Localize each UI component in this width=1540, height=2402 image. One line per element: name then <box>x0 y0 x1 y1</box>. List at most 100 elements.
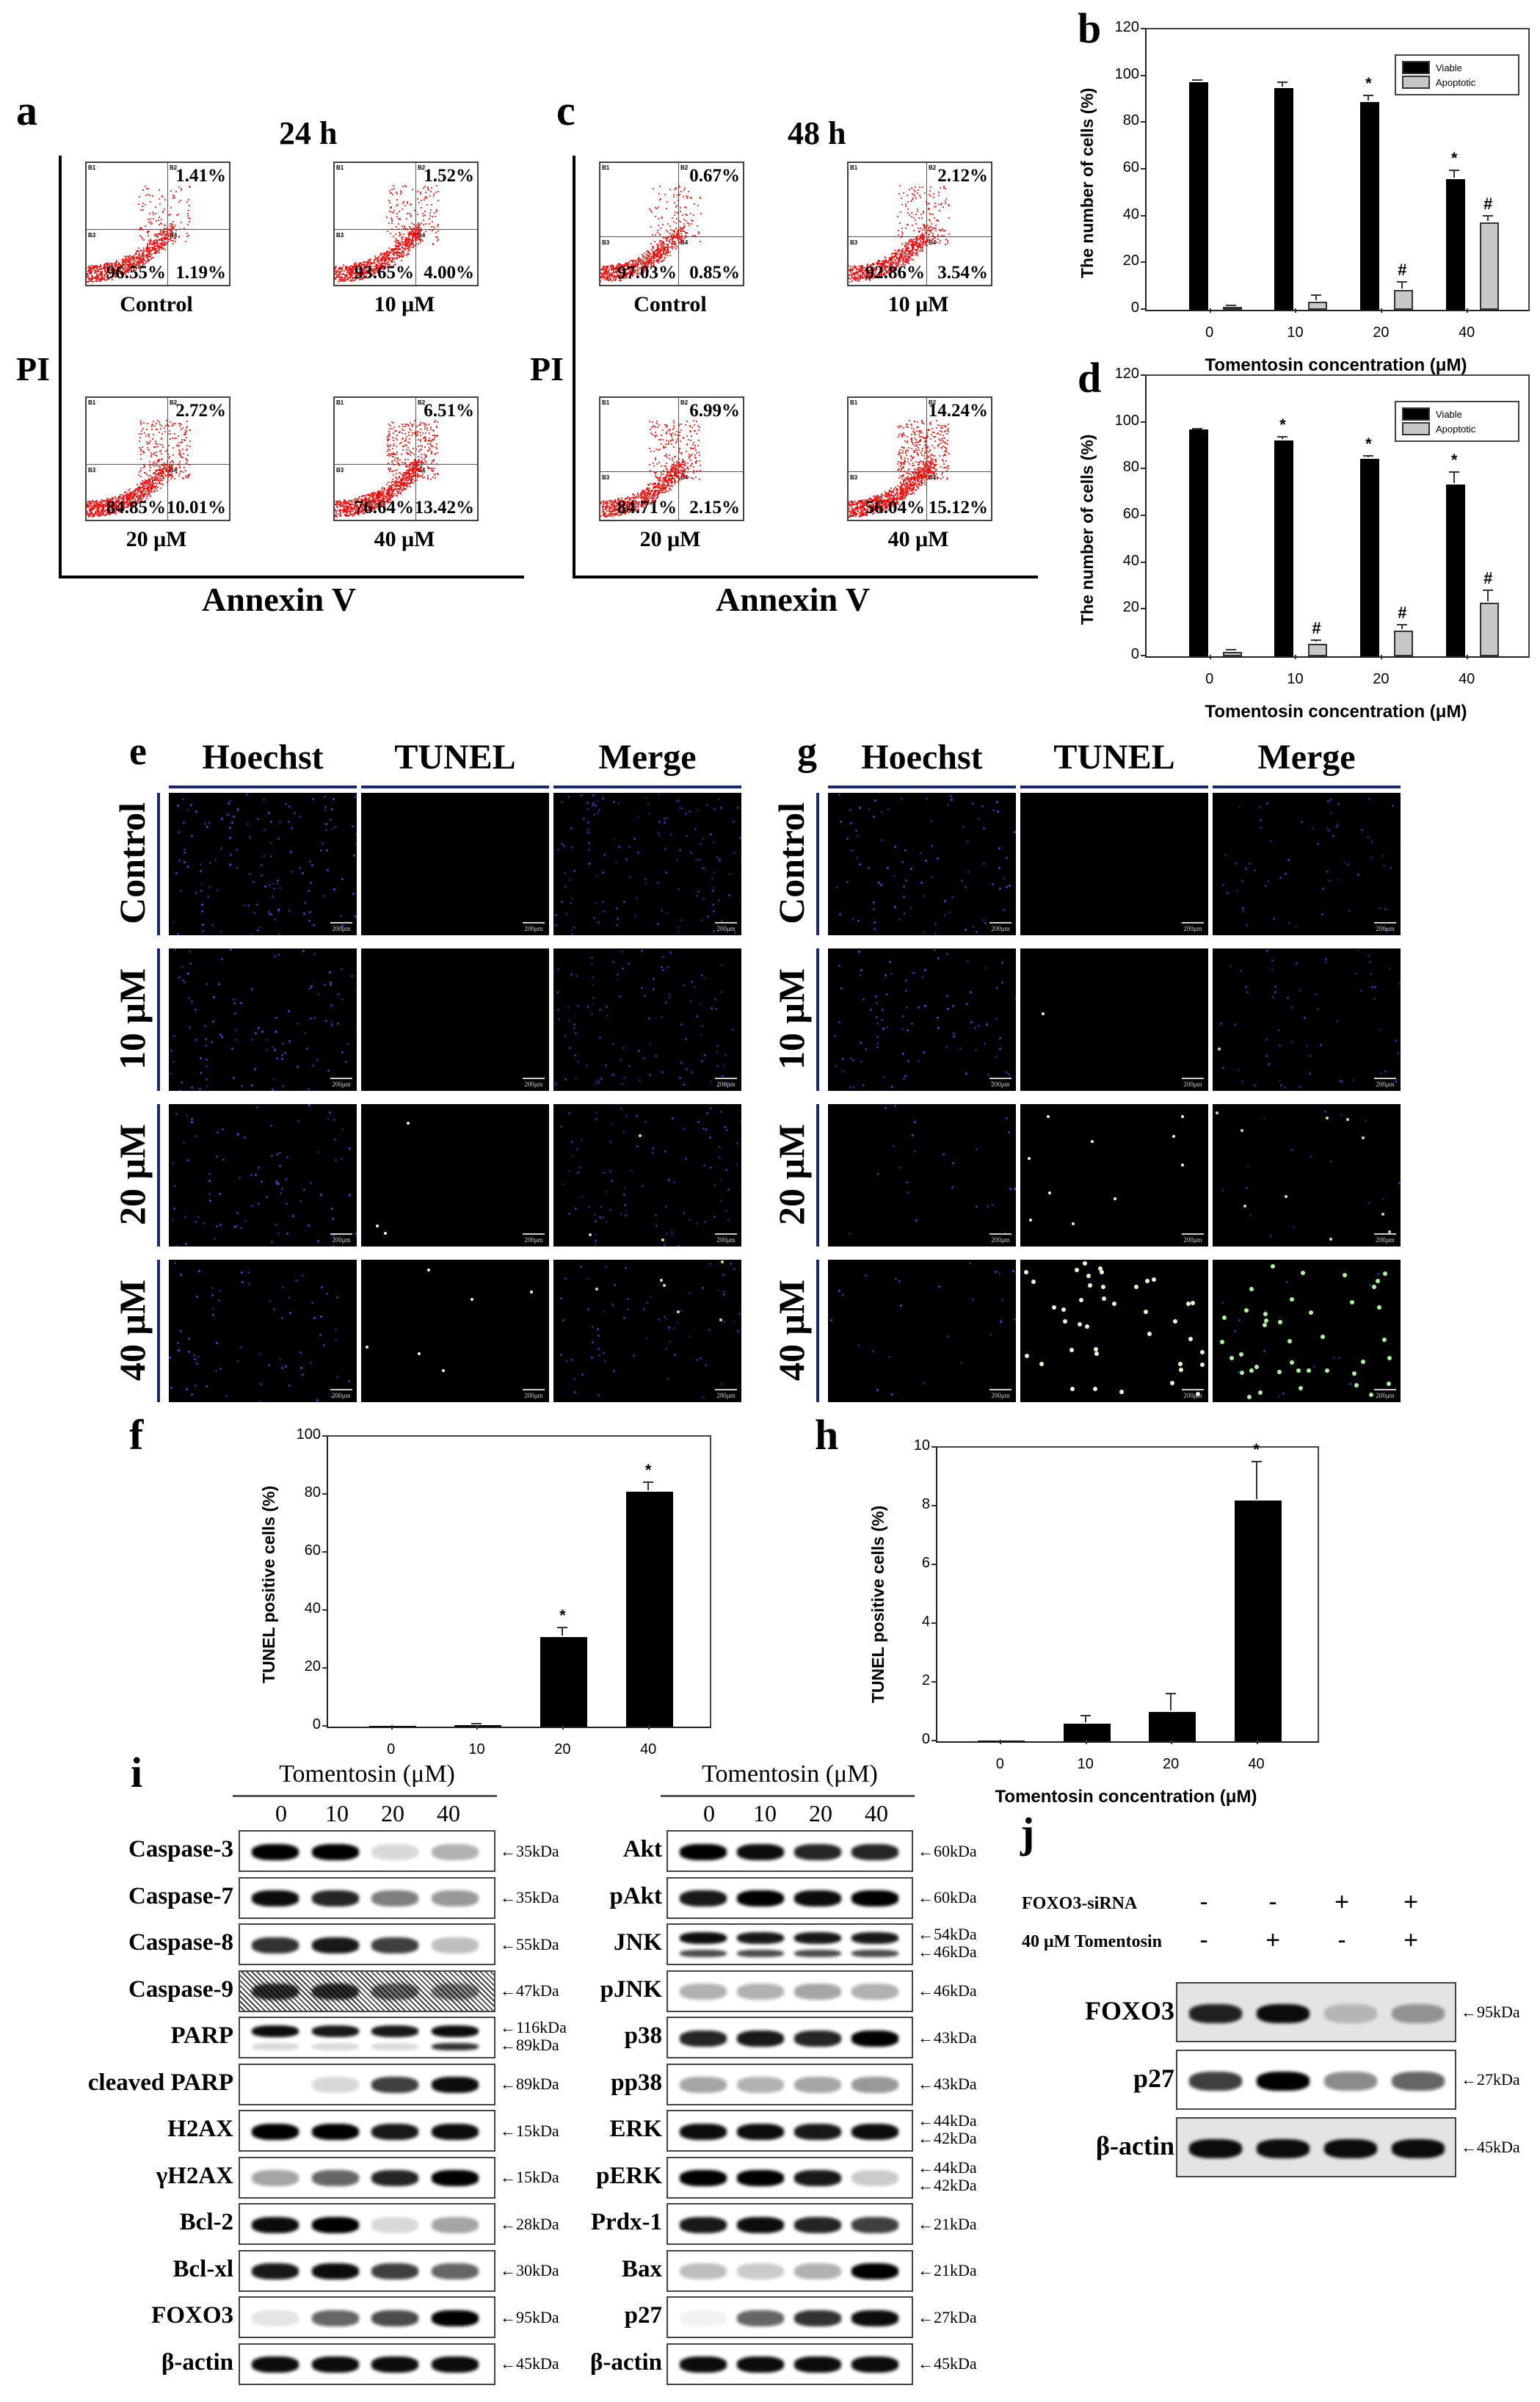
scatter-point <box>139 228 141 230</box>
scatter-point <box>159 222 161 225</box>
scatter-point <box>189 220 190 222</box>
scatter-point <box>358 264 360 266</box>
scatter-point <box>412 245 414 247</box>
scatter-point <box>396 204 399 206</box>
scatter-point <box>139 195 141 197</box>
scatter-point <box>676 230 678 232</box>
scatter-point <box>611 272 614 274</box>
scatter-point <box>392 478 394 480</box>
scatter-point <box>401 236 403 239</box>
scatter-point <box>340 515 342 518</box>
scatter-point <box>92 280 94 283</box>
scatter-point <box>408 441 410 443</box>
scatter-point <box>656 231 658 233</box>
scatter-point <box>101 267 103 269</box>
scatter-point <box>431 204 433 206</box>
scatter-point <box>157 239 159 242</box>
scatter-point <box>150 250 152 252</box>
scatter-point <box>161 474 163 476</box>
scatter-point <box>396 216 398 218</box>
scatter-point <box>95 271 97 273</box>
scatter-point <box>94 280 96 283</box>
scatter-point <box>158 232 160 234</box>
scatter-point <box>382 493 384 495</box>
scatter-point <box>335 274 336 276</box>
scatter-point <box>187 210 189 212</box>
scatter-point <box>410 473 412 476</box>
scatter-point <box>85 509 86 510</box>
scatter-point <box>164 241 166 243</box>
scatter-point <box>396 253 398 255</box>
scatter-point <box>435 443 437 445</box>
scatter-point <box>689 212 691 214</box>
panel-a-y-axis-label: PI <box>16 350 50 388</box>
scatter-point <box>404 459 407 461</box>
scatter-point <box>98 507 100 509</box>
scatter-point <box>685 207 687 209</box>
scatter-point <box>366 273 368 275</box>
scatter-point <box>187 224 189 226</box>
scatter-point <box>156 454 159 457</box>
scatter-point <box>609 268 611 270</box>
scatter-point <box>153 249 156 251</box>
scatter-point <box>186 477 189 479</box>
scatter-point <box>407 432 410 434</box>
scatter-point <box>98 509 100 512</box>
scatter-point <box>125 493 127 496</box>
scatter-point <box>352 277 354 279</box>
scatter-point <box>138 266 139 269</box>
scatter-point <box>366 271 368 273</box>
scatter-point <box>115 261 117 264</box>
scatter-point <box>396 193 398 195</box>
scatter-point <box>136 268 138 270</box>
scatter-point <box>111 266 113 268</box>
scatter-point <box>148 492 150 494</box>
scatter-point <box>101 278 103 280</box>
scatter-point <box>143 485 145 487</box>
scatter-point <box>393 255 396 257</box>
scatter-point <box>186 232 189 234</box>
scatter-point <box>360 278 363 280</box>
scatter-point <box>396 495 399 497</box>
scatter-point <box>405 240 407 242</box>
scatter-point <box>187 476 189 477</box>
scatter-point <box>401 250 403 253</box>
scatter-point <box>144 250 145 252</box>
scatter-point <box>416 227 418 229</box>
scatter-point <box>679 239 681 241</box>
scatter-point <box>351 264 353 266</box>
scatter-point <box>123 261 125 264</box>
scatter-point <box>404 242 407 244</box>
scatter-point <box>344 277 346 279</box>
scatter-point <box>139 448 142 450</box>
scatter-point <box>108 278 110 280</box>
scatter-point <box>338 271 341 273</box>
scatter-point <box>398 239 400 242</box>
scatter-point <box>398 484 399 486</box>
scatter-point <box>393 488 395 490</box>
panel-label-c: c <box>556 87 575 134</box>
scatter-point <box>360 266 363 268</box>
scatter-point <box>111 270 113 272</box>
scatter-point <box>658 253 661 255</box>
scatter-point <box>142 247 145 249</box>
scatter-point <box>398 492 400 494</box>
scatter-point <box>426 477 429 479</box>
scatter-point <box>395 473 397 475</box>
scatter-point <box>395 247 397 250</box>
quadrant-label: B2 <box>170 399 178 406</box>
scatter-point <box>149 251 151 253</box>
scatter-point <box>418 224 421 226</box>
scatter-point <box>107 264 109 266</box>
scatter-point <box>115 269 117 271</box>
scatter-point <box>155 446 157 448</box>
scatter-point <box>408 240 410 242</box>
scatter-point <box>416 231 418 233</box>
scatter-point <box>339 280 341 282</box>
scatter-point <box>148 247 150 250</box>
scatter-point <box>396 199 399 201</box>
scatter-point <box>407 479 410 481</box>
scatter-point <box>600 280 602 283</box>
scatter-point <box>421 207 423 209</box>
scatter-point <box>153 242 155 244</box>
